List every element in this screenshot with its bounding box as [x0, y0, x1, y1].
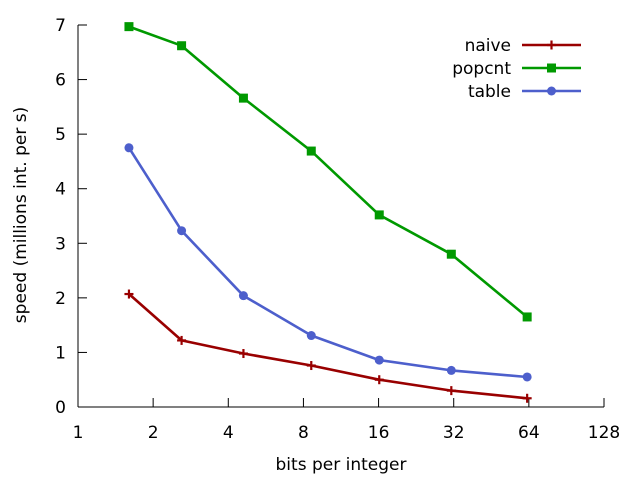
x-axis-label: bits per integer — [276, 455, 407, 475]
data-point-circle — [522, 372, 532, 382]
data-point-plus — [124, 289, 134, 299]
data-point-plus — [238, 349, 248, 359]
y-tick-label: 3 — [55, 234, 66, 254]
x-tick-label: 1 — [73, 423, 84, 443]
data-point-square — [124, 22, 134, 32]
data-point-square — [238, 93, 248, 103]
data-point-circle — [446, 365, 456, 375]
series-line-naive — [128, 293, 528, 400]
plot-area — [124, 22, 532, 403]
data-point-plus — [306, 361, 316, 371]
data-point-square — [177, 41, 187, 51]
x-tick-label: 4 — [223, 423, 234, 443]
data-point-circle — [374, 355, 384, 365]
legend-item-naive: naive — [465, 36, 581, 56]
y-tick-label: 6 — [55, 71, 66, 91]
data-point-plus — [547, 40, 556, 50]
legend-label: popcnt — [452, 59, 511, 79]
series-table — [124, 143, 532, 382]
legend-item-popcnt: popcnt — [452, 59, 581, 79]
data-point-square — [522, 312, 532, 322]
series-naive — [124, 289, 532, 403]
x-tick-label: 32 — [443, 423, 465, 443]
data-point-plus — [522, 393, 532, 403]
x-tick-label: 8 — [298, 423, 309, 443]
legend-label: naive — [465, 36, 511, 56]
series-popcnt — [124, 22, 532, 322]
y-tick-label: 1 — [55, 343, 66, 363]
legend-item-table: table — [468, 82, 581, 102]
x-tick-label: 16 — [368, 423, 390, 443]
y-tick-label: 4 — [55, 180, 66, 200]
x-tick-label: 128 — [588, 423, 620, 443]
y-tick-label: 0 — [55, 398, 66, 418]
data-point-square — [374, 210, 384, 220]
data-point-square — [446, 249, 456, 259]
y-tick-label: 7 — [55, 16, 66, 36]
y-axis-label: speed (millions int. per s) — [11, 107, 31, 323]
data-point-circle — [177, 226, 187, 236]
y-tick-label: 2 — [55, 289, 66, 309]
legend: naive popcnt table — [452, 36, 581, 102]
data-point-plus — [374, 375, 384, 385]
data-point-square — [306, 146, 316, 156]
legend-label: table — [468, 82, 511, 102]
y-tick-label: 5 — [55, 125, 66, 145]
data-point-square — [547, 63, 556, 73]
data-point-circle — [238, 291, 248, 301]
data-point-plus — [177, 335, 187, 345]
data-point-circle — [306, 331, 316, 341]
x-tick-label: 2 — [148, 423, 159, 443]
data-point-circle — [547, 86, 556, 96]
x-tick-label: 64 — [518, 423, 540, 443]
data-point-plus — [446, 386, 456, 396]
data-point-circle — [124, 143, 134, 153]
